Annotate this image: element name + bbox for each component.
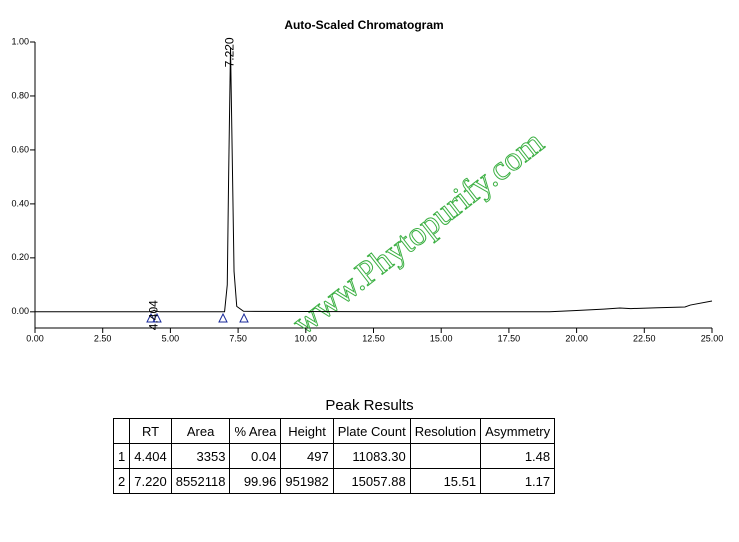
table-cell: 8552118 (170, 468, 231, 494)
x-tick-label: 0.00 (26, 333, 44, 343)
x-tick-label: 7.50 (229, 333, 247, 343)
y-tick-label: 0.80 (11, 90, 29, 100)
table-cell: 1.48 (480, 443, 556, 469)
table-cell: 3353 (170, 443, 231, 469)
y-tick-label: 0.00 (11, 306, 29, 316)
table-cell: 497 (280, 443, 334, 469)
chart-title: Auto-Scaled Chromatogram (284, 18, 443, 32)
x-tick-label: 17.50 (498, 333, 521, 343)
header-row: RT Area% Area Height Plate Count Resolution A… (112, 418, 556, 444)
header-cell: Asymmetry (480, 418, 556, 444)
y-tick-label: 0.60 (11, 144, 29, 154)
table-cell: 1.17 (480, 468, 556, 494)
table-cell: 4.404 (129, 443, 172, 469)
chart: Auto-Scaled Chromatogram www.Phytopurify… (11, 18, 724, 343)
header-cell: Area (170, 418, 231, 444)
x-tick-label: 10.00 (295, 333, 318, 343)
table-row: 1 4.404 3353 0.04 497 11083.30 1.48 (112, 443, 556, 469)
table-cell (409, 443, 482, 469)
peak-label: 7.220 (223, 37, 237, 67)
header-cell: RT (129, 418, 172, 444)
y-tick-label: 0.20 (11, 252, 29, 262)
table-cell: 15057.88 (332, 468, 411, 494)
peak-label: 4.404 (146, 300, 160, 330)
header-cell: % Area (229, 418, 282, 444)
table-cell: 1 (112, 443, 131, 469)
table-cell: 15.51 (409, 468, 482, 494)
table-cell: 11083.30 (332, 443, 411, 469)
header-cell: Plate Count (332, 418, 411, 444)
table-cell: 99.96 (229, 468, 282, 494)
header-cell: Resolution (409, 418, 482, 444)
table-row: 2 7.220 8552118 99.96 951982 15057.88 15.51 1.1… (112, 468, 556, 494)
y-tick-label: 1.00 (11, 36, 29, 46)
trace (35, 47, 713, 313)
table-cell: 951982 (280, 468, 334, 494)
corner-cell (112, 418, 131, 444)
x-tick-label: 25.00 (701, 333, 724, 343)
table-cell: 0.04 (229, 443, 282, 469)
table-title: Peak Results (325, 397, 414, 414)
watermark: www.Phytopurify.com (286, 124, 551, 342)
x-tick-label: 20.00 (565, 333, 588, 343)
peak-markers (146, 312, 249, 323)
x-tick-label: 15.00 (430, 333, 453, 343)
x-tick-label: 22.50 (633, 333, 656, 343)
table-cell: 2 (112, 468, 131, 494)
peak-table: RT Area% Area Height Plate Count Resolution A… (112, 418, 556, 494)
y-tick-label: 0.40 (11, 198, 29, 208)
x-tick-label: 5.00 (162, 333, 180, 343)
table-cell: 7.220 (129, 468, 172, 494)
x-tick-label: 2.50 (94, 333, 112, 343)
header-cell: Height (280, 418, 334, 444)
x-tick-label: 12.50 (362, 333, 385, 343)
